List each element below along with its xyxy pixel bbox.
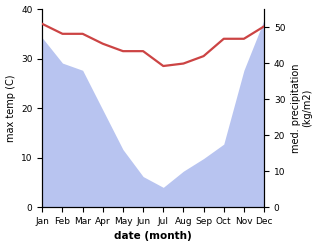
X-axis label: date (month): date (month)	[114, 231, 192, 242]
Y-axis label: max temp (C): max temp (C)	[5, 74, 16, 142]
Y-axis label: med. precipitation
(kg/m2): med. precipitation (kg/m2)	[291, 63, 313, 153]
